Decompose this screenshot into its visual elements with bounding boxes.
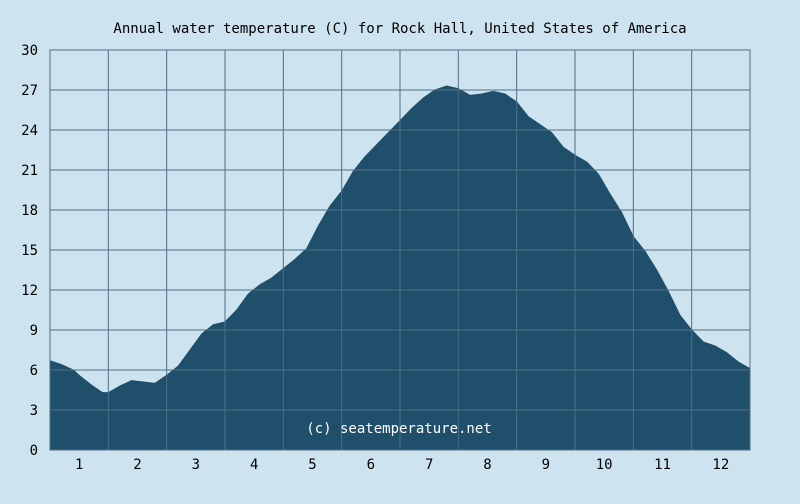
y-tick-label: 18 bbox=[21, 203, 38, 219]
x-tick-label: 8 bbox=[483, 457, 491, 473]
x-tick-label: 6 bbox=[367, 457, 375, 473]
y-tick-label: 21 bbox=[21, 163, 38, 179]
y-tick-label: 6 bbox=[30, 363, 38, 379]
y-tick-label: 30 bbox=[21, 43, 38, 59]
y-tick-label: 15 bbox=[21, 243, 38, 259]
chart-title: Annual water temperature (C) for Rock Ha… bbox=[113, 21, 686, 37]
x-tick-label: 5 bbox=[308, 457, 316, 473]
x-tick-label: 3 bbox=[192, 457, 200, 473]
y-tick-label: 0 bbox=[30, 443, 38, 459]
y-tick-label: 27 bbox=[21, 83, 38, 99]
axis-layer bbox=[49, 49, 751, 451]
y-tick-label: 12 bbox=[21, 283, 38, 299]
x-tick-label: 4 bbox=[250, 457, 258, 473]
x-tick-label: 1 bbox=[75, 457, 83, 473]
x-tick-label: 9 bbox=[542, 457, 550, 473]
y-tick-label: 24 bbox=[21, 123, 38, 139]
x-tick-label: 12 bbox=[712, 457, 729, 473]
plot-frame bbox=[49, 49, 751, 451]
y-tick-label: 3 bbox=[30, 403, 38, 419]
watermark: (c) seatemperature.net bbox=[306, 421, 491, 437]
y-tick-label: 9 bbox=[30, 323, 38, 339]
x-tick-label: 2 bbox=[133, 457, 141, 473]
x-tick-label: 11 bbox=[654, 457, 671, 473]
x-tick-label: 10 bbox=[596, 457, 613, 473]
x-tick-label: 7 bbox=[425, 457, 433, 473]
